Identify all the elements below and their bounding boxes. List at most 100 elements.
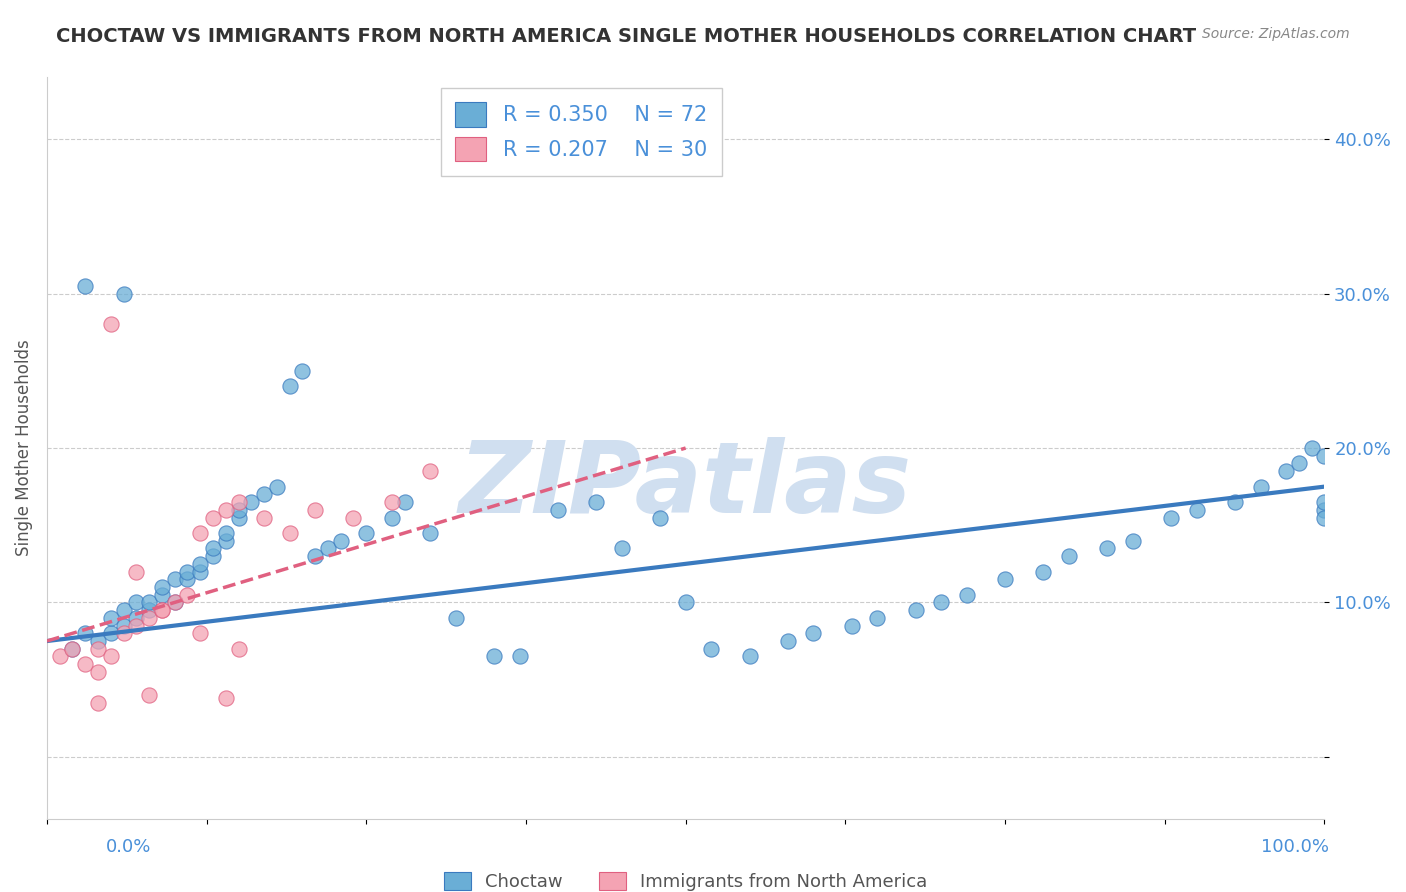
Point bbox=[228, 510, 250, 524]
Point bbox=[138, 688, 160, 702]
Point bbox=[1301, 441, 1323, 455]
Point bbox=[125, 611, 148, 625]
Point bbox=[201, 541, 224, 556]
Point bbox=[150, 603, 173, 617]
Point bbox=[87, 641, 110, 656]
Point bbox=[342, 510, 364, 524]
Point bbox=[381, 510, 404, 524]
Point bbox=[278, 379, 301, 393]
Point bbox=[87, 696, 110, 710]
Point bbox=[138, 603, 160, 617]
Point bbox=[75, 657, 97, 672]
Point bbox=[291, 364, 314, 378]
Point bbox=[1288, 457, 1310, 471]
Point bbox=[1160, 510, 1182, 524]
Point bbox=[75, 626, 97, 640]
Point bbox=[138, 595, 160, 609]
Point bbox=[1122, 533, 1144, 548]
Point bbox=[381, 495, 404, 509]
Point bbox=[1275, 464, 1298, 478]
Point bbox=[100, 611, 122, 625]
Point bbox=[419, 464, 441, 478]
Point bbox=[776, 634, 799, 648]
Point bbox=[188, 557, 211, 571]
Point bbox=[929, 595, 952, 609]
Point bbox=[994, 572, 1017, 586]
Point bbox=[1185, 503, 1208, 517]
Point bbox=[176, 565, 198, 579]
Text: 0.0%: 0.0% bbox=[105, 838, 150, 855]
Point bbox=[700, 641, 723, 656]
Point bbox=[100, 318, 122, 332]
Point bbox=[150, 588, 173, 602]
Point bbox=[738, 649, 761, 664]
Point bbox=[394, 495, 416, 509]
Point bbox=[100, 649, 122, 664]
Point bbox=[215, 691, 238, 706]
Point bbox=[215, 503, 238, 517]
Point bbox=[419, 525, 441, 540]
Point bbox=[444, 611, 467, 625]
Point bbox=[228, 503, 250, 517]
Point bbox=[87, 665, 110, 679]
Point bbox=[1313, 449, 1336, 463]
Point bbox=[803, 626, 825, 640]
Legend: R = 0.350    N = 72, R = 0.207    N = 30: R = 0.350 N = 72, R = 0.207 N = 30 bbox=[440, 87, 721, 176]
Point bbox=[75, 279, 97, 293]
Point bbox=[866, 611, 889, 625]
Point bbox=[163, 595, 186, 609]
Point bbox=[316, 541, 339, 556]
Point bbox=[1313, 510, 1336, 524]
Point bbox=[112, 286, 135, 301]
Point bbox=[150, 603, 173, 617]
Point bbox=[188, 565, 211, 579]
Point bbox=[100, 626, 122, 640]
Point bbox=[201, 510, 224, 524]
Point bbox=[253, 487, 276, 501]
Point bbox=[163, 572, 186, 586]
Point bbox=[62, 641, 84, 656]
Point bbox=[163, 595, 186, 609]
Point bbox=[1057, 549, 1080, 563]
Point bbox=[304, 549, 326, 563]
Point bbox=[904, 603, 927, 617]
Point bbox=[675, 595, 697, 609]
Point bbox=[509, 649, 531, 664]
Text: 100.0%: 100.0% bbox=[1261, 838, 1329, 855]
Point bbox=[266, 480, 288, 494]
Point bbox=[228, 641, 250, 656]
Point bbox=[547, 503, 569, 517]
Point bbox=[112, 618, 135, 632]
Point bbox=[304, 503, 326, 517]
Point bbox=[188, 525, 211, 540]
Point bbox=[188, 626, 211, 640]
Point bbox=[585, 495, 607, 509]
Point bbox=[240, 495, 263, 509]
Point bbox=[253, 510, 276, 524]
Point bbox=[112, 603, 135, 617]
Text: ZIPatlas: ZIPatlas bbox=[460, 436, 912, 533]
Point bbox=[138, 611, 160, 625]
Point bbox=[482, 649, 505, 664]
Point bbox=[125, 565, 148, 579]
Point bbox=[125, 595, 148, 609]
Point bbox=[228, 495, 250, 509]
Point bbox=[215, 533, 238, 548]
Point bbox=[87, 634, 110, 648]
Point bbox=[176, 588, 198, 602]
Point bbox=[841, 618, 863, 632]
Point bbox=[1313, 495, 1336, 509]
Text: Source: ZipAtlas.com: Source: ZipAtlas.com bbox=[1202, 27, 1350, 41]
Point bbox=[956, 588, 979, 602]
Point bbox=[329, 533, 352, 548]
Point bbox=[150, 580, 173, 594]
Point bbox=[1250, 480, 1272, 494]
Point bbox=[1223, 495, 1246, 509]
Y-axis label: Single Mother Households: Single Mother Households bbox=[15, 340, 32, 557]
Point bbox=[201, 549, 224, 563]
Point bbox=[176, 572, 198, 586]
Point bbox=[1313, 503, 1336, 517]
Point bbox=[112, 626, 135, 640]
Point bbox=[278, 525, 301, 540]
Point bbox=[48, 649, 70, 664]
